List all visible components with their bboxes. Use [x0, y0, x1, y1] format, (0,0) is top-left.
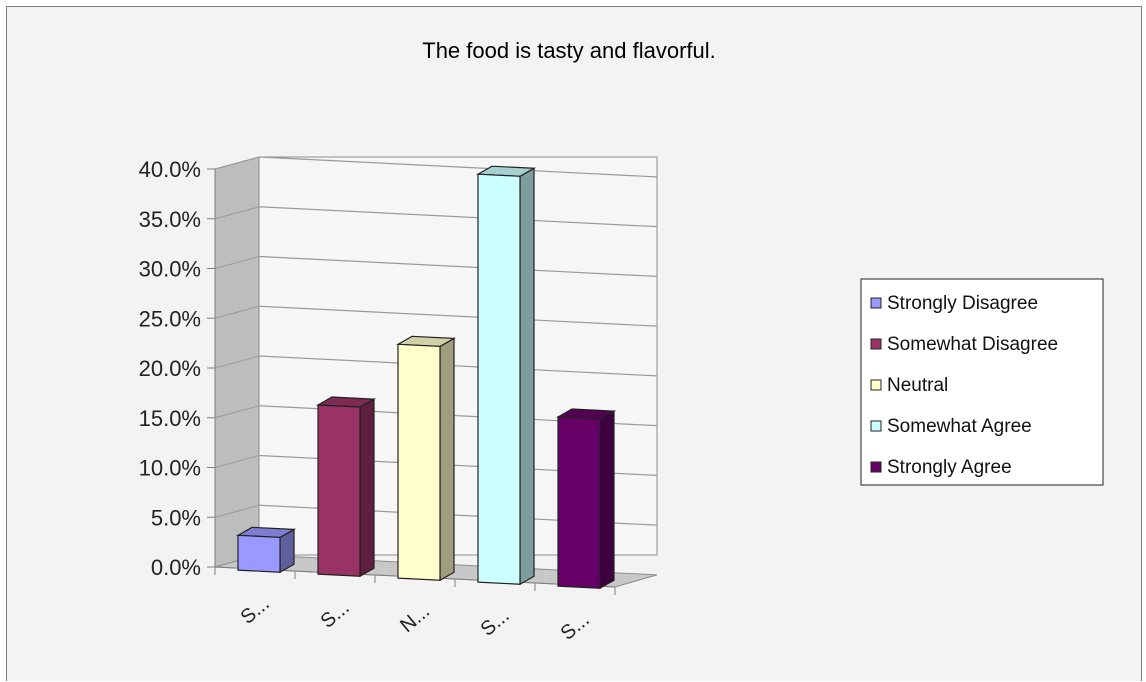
y-tick-label: 0.0% [151, 555, 201, 580]
bar-front [557, 416, 601, 589]
bar-side [519, 167, 535, 586]
legend-label: Somewhat Agree [887, 416, 1032, 437]
bar-side [359, 398, 375, 578]
legend: Strongly Disagree Somewhat Disagree Neutra… [860, 278, 1104, 486]
gridline-side [214, 206, 260, 220]
x-tick-label: N... [396, 600, 434, 637]
gridline [258, 255, 658, 277]
legend-item: Neutral [870, 375, 948, 396]
gridline-side [214, 156, 260, 170]
y-tick-label: 40.0% [139, 157, 201, 182]
bar [475, 165, 537, 586]
legend-swatch [870, 338, 882, 350]
bar [395, 335, 457, 582]
bar [235, 526, 297, 574]
bar-front [317, 404, 361, 577]
x-tick-label: S... [477, 605, 514, 641]
legend-label: Somewhat Disagree [887, 334, 1058, 355]
gridline-side [214, 455, 260, 468]
gridline-side [214, 504, 260, 518]
legend-label: Strongly Agree [887, 457, 1012, 478]
legend-label: Neutral [887, 375, 948, 396]
gridline [258, 156, 658, 178]
legend-item: Somewhat Disagree [870, 334, 1058, 355]
legend-swatch [870, 297, 882, 309]
bar [315, 396, 377, 578]
x-tick-label: S... [237, 593, 274, 629]
bar-front [237, 534, 281, 573]
legend-item: Strongly Disagree [870, 293, 1038, 314]
y-tick-label: 15.0% [139, 406, 201, 431]
gridline [258, 206, 658, 228]
bar-side [439, 337, 455, 582]
legend-item: Somewhat Agree [870, 416, 1032, 437]
y-axis-ticks: 0.0% 5.0% 10.0% 15.0% 20.0% 25.0% 30.0% 35.0% 40… [139, 157, 616, 588]
legend-swatch [870, 461, 882, 473]
bar [555, 408, 617, 590]
gridline-side [214, 405, 260, 419]
x-tick-label: S... [557, 609, 594, 645]
bar-front [477, 173, 521, 585]
y-tick-label: 5.0% [151, 505, 201, 530]
legend-label: Strongly Disagree [887, 293, 1038, 314]
y-tick-label: 25.0% [139, 306, 201, 331]
gridline-side [214, 256, 260, 269]
legend-item: Strongly Agree [870, 457, 1012, 478]
gridline-side [214, 355, 260, 369]
bar-side [599, 410, 615, 590]
legend-box [860, 278, 1104, 486]
y-tick-label: 20.0% [139, 356, 201, 381]
y-tick-label: 30.0% [139, 257, 201, 282]
bars [235, 165, 617, 590]
gridline [258, 305, 658, 327]
legend-swatch [870, 379, 882, 391]
y-tick-label: 10.0% [139, 456, 201, 481]
bar-chart: The food is tasty and flavorful. 0.0% 5.0… [139, 38, 1104, 645]
x-tick-label: S... [317, 597, 354, 633]
gridline [258, 355, 658, 377]
gridline-side [214, 305, 260, 319]
chart-title: The food is tasty and flavorful. [422, 38, 716, 63]
bar-front [397, 343, 441, 581]
chart-frame: The food is tasty and flavorful. 0.0% 5.0… [6, 6, 1142, 681]
y-tick-label: 35.0% [139, 207, 201, 232]
legend-swatch [870, 420, 882, 432]
